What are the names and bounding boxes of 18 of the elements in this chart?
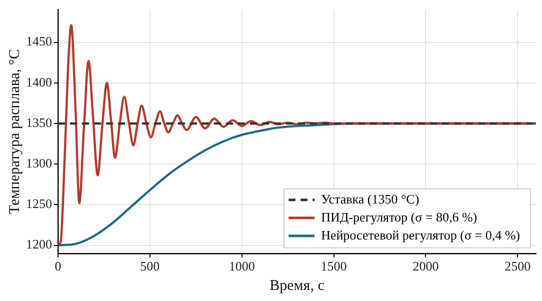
line-series	[58, 24, 536, 246]
x-tick-label: 2500	[504, 258, 531, 274]
y-tick-label: 1450	[26, 34, 52, 49]
y-axis-title: Температура расплава, °C	[6, 49, 23, 214]
y-tick-label: 1250	[26, 196, 52, 212]
y-tick-label: 1400	[26, 74, 52, 90]
y-tick-label: 1200	[26, 236, 52, 252]
legend-label: Уставка (1350 °C)	[321, 191, 420, 206]
x-tick-label: 500	[140, 258, 160, 274]
x-tick-label: 1000	[228, 258, 255, 274]
x-tick-label: 1500	[320, 258, 347, 274]
x-tick-label: 0	[54, 258, 62, 274]
x-tick-label: 2000	[412, 258, 439, 274]
y-tick-label: 1350	[26, 114, 52, 130]
legend-label: Нейросетевой регулятор (σ = 0,4 %)	[321, 227, 520, 242]
x-axis-title: Время, с	[270, 278, 325, 294]
y-tick-label: 1300	[26, 156, 52, 170]
legend-label: ПИД-регулятор (σ = 80,6 %)	[321, 209, 478, 224]
